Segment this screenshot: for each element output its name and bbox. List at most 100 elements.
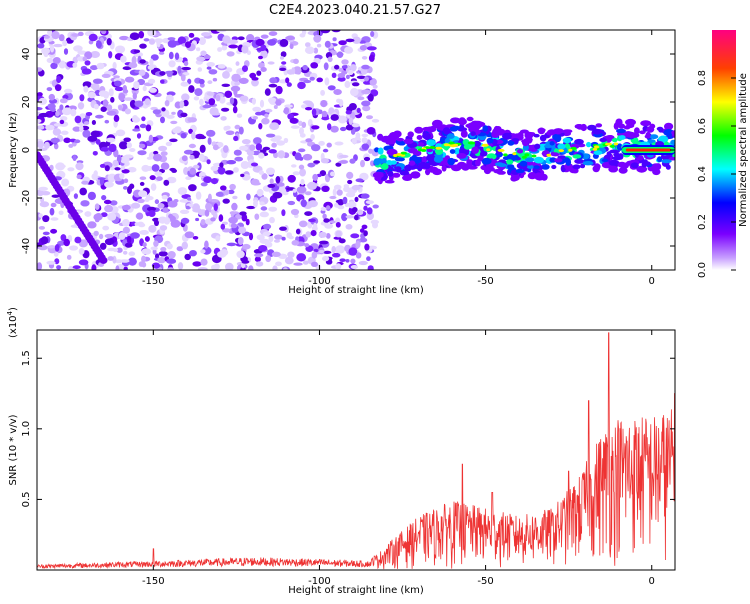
spectrogram-noise-blob xyxy=(246,150,255,156)
spectrogram-noise-blob xyxy=(70,108,77,117)
colorbar-tick-label: 0.8 xyxy=(697,70,708,86)
spectrogram-noise-blob xyxy=(260,44,267,51)
spectrogram-noise-blob xyxy=(264,88,271,96)
spectrogram-noise-blob xyxy=(61,178,70,187)
spectrogram-noise-blob xyxy=(308,218,316,223)
spectrogram-noise-blob xyxy=(151,136,159,142)
spectrogram-noise-blob xyxy=(151,164,160,172)
spectrogram-noise-blob xyxy=(251,181,261,186)
spectrogram-noise-blob xyxy=(222,35,231,44)
spectrogram-noise-blob xyxy=(180,132,187,139)
spectrogram-signal-blob xyxy=(593,150,603,155)
spectrogram-noise-blob xyxy=(268,206,278,212)
spectrogram-noise-blob xyxy=(285,77,290,84)
spectrogram-noise-blob xyxy=(131,202,141,209)
spectrogram-noise-blob xyxy=(129,32,140,40)
spectrogram-noise-blob xyxy=(330,114,339,121)
spectrogram-peak-blob xyxy=(568,148,573,152)
spectrogram-noise-blob xyxy=(316,77,324,83)
spectrogram-signal-blob xyxy=(385,141,393,145)
spectrogram-noise-blob xyxy=(109,200,118,206)
spectrogram-noise-blob xyxy=(98,90,108,97)
spectrogram-noise-blob xyxy=(331,30,341,33)
spectrogram-noise-blob xyxy=(311,251,318,259)
spectrogram-noise-blob xyxy=(138,143,146,149)
spectrogram-noise-blob xyxy=(67,266,74,270)
spectrogram-noise-blob xyxy=(50,44,55,53)
spectrogram-noise-blob xyxy=(367,93,374,102)
spectrogram-noise-blob xyxy=(56,75,62,84)
spectrogram-noise-blob xyxy=(326,233,331,239)
spectrogram-noise-blob xyxy=(139,59,146,64)
spectrogram-noise-blob xyxy=(323,250,332,254)
spectrogram-noise-blob xyxy=(275,85,283,95)
spectrogram-noise-blob xyxy=(108,143,117,153)
spectrogram-noise-blob xyxy=(250,162,259,167)
spectrogram-noise-blob xyxy=(185,205,190,210)
colorbar-label: Normalized spectral amplitude xyxy=(738,73,749,227)
spectrogram-signal-blob xyxy=(582,161,594,166)
spectrogram-noise-blob xyxy=(364,76,369,82)
spectrogram-noise-blob xyxy=(299,168,306,177)
spectrogram-noise-blob xyxy=(242,243,251,250)
spectrogram-noise-blob xyxy=(318,249,325,254)
spectrogram-noise-blob xyxy=(264,113,269,118)
spectrogram-noise-blob xyxy=(292,171,300,176)
spectrogram-noise-blob xyxy=(72,126,82,132)
spectrogram-signal-blob xyxy=(519,160,528,167)
spectrogram-noise-blob xyxy=(225,262,234,270)
spectrogram-noise-blob xyxy=(360,159,365,168)
spectrogram-noise-blob xyxy=(321,185,330,192)
spectrogram-noise-blob xyxy=(114,86,124,92)
spectrogram-noise-blob xyxy=(102,99,109,108)
spectrogram-noise-blob xyxy=(234,81,241,86)
y-tick-label: 0 xyxy=(21,147,32,153)
spectrogram-noise-blob xyxy=(326,142,332,148)
spectrogram-noise-blob xyxy=(132,128,141,132)
spectrogram-noise-blob xyxy=(304,211,313,217)
spectrogram-noise-blob xyxy=(37,125,45,130)
spectrogram-signal-blob xyxy=(534,172,544,180)
spectrogram-signal-blob xyxy=(534,143,541,150)
spectrogram-signal-blob xyxy=(630,162,639,169)
spectrogram-noise-blob xyxy=(38,226,46,230)
spectrogram-noise-blob xyxy=(241,213,248,222)
spectrogram-noise-blob xyxy=(310,62,319,69)
spectrogram-noise-blob xyxy=(137,198,145,204)
spectrogram-noise-blob xyxy=(335,222,341,228)
spectrogram-noise-blob xyxy=(256,70,262,76)
spectrogram-noise-blob xyxy=(284,104,293,108)
spectrogram-noise-blob xyxy=(199,98,204,106)
spectrogram-noise-blob xyxy=(371,118,380,123)
spectrogram-signal-blob xyxy=(465,123,476,129)
spectrogram-noise-blob xyxy=(121,169,130,174)
spectrogram-noise-blob xyxy=(100,212,108,218)
spectrogram-noise-blob xyxy=(322,256,330,262)
spectrogram-noise-blob xyxy=(90,130,101,138)
spectrogram-signal-blob xyxy=(451,125,461,130)
spectrogram-noise-blob xyxy=(351,138,357,145)
spectrogram-noise-blob xyxy=(229,97,235,105)
spectrogram-noise-blob xyxy=(169,138,178,143)
spectrogram-noise-blob xyxy=(338,67,344,72)
spectrogram-signal-blob xyxy=(495,162,504,167)
spectrogram-noise-blob xyxy=(37,107,43,111)
spectrogram-signal-blob xyxy=(663,129,675,136)
spectrogram-noise-blob xyxy=(188,128,194,134)
spectrogram-noise-blob xyxy=(62,94,69,100)
spectrogram-noise-blob xyxy=(293,262,303,266)
spectrogram-noise-blob xyxy=(192,261,202,267)
spectrogram-noise-blob xyxy=(351,184,361,191)
spectrogram-noise-blob xyxy=(164,100,170,107)
spectrogram-noise-blob xyxy=(200,258,208,266)
spectrogram-noise-blob xyxy=(341,213,348,222)
spectrogram-noise-blob xyxy=(63,137,71,144)
spectrogram-noise-blob xyxy=(253,199,258,208)
spectrogram-noise-blob xyxy=(361,89,371,95)
spectrogram-noise-blob xyxy=(153,153,162,162)
spectrogram-noise-blob xyxy=(206,159,211,165)
spectrogram-signal-blob xyxy=(645,131,651,139)
spectrogram-noise-blob xyxy=(293,58,299,64)
spectrogram-noise-blob xyxy=(263,223,272,230)
spectrogram-noise-blob xyxy=(96,62,105,70)
